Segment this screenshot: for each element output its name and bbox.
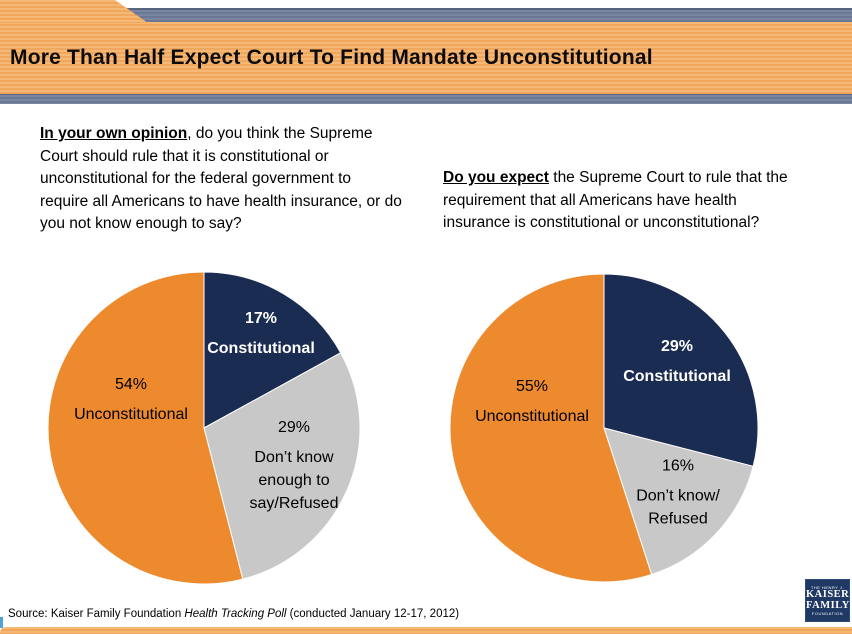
question-left-rest: , do you think the Supreme Court should …: [40, 125, 402, 232]
header-tab: [0, 0, 148, 23]
pie-slice-constitutional: [603, 273, 759, 467]
question-right-lead: Do you expect: [443, 169, 549, 186]
page-title: More Than Half Expect Court To Find Mand…: [10, 46, 653, 69]
question-right: Do you expect the Supreme Court to rule …: [443, 167, 797, 235]
kaiser-family-foundation-logo: THE HENRY J. KAISER FAMILY FOUNDATION: [805, 579, 850, 622]
logo-line-kaiser: KAISER: [806, 589, 850, 600]
source-prefix: Source: Kaiser Family Foundation: [8, 608, 185, 620]
pie-slice-don-t-know-: [603, 427, 754, 576]
pie-slice-unconstitutional: [449, 273, 653, 583]
header-bottom-bar: [0, 94, 852, 104]
pie-chart-right: [449, 273, 759, 583]
footer-orange-bar: [0, 627, 852, 634]
footer-accent-mark: [0, 617, 3, 628]
pie-slice-don-t-know: [203, 352, 361, 580]
question-right-rest: the Supreme Court to rule that the requi…: [443, 169, 788, 231]
logo-line-bottom: FOUNDATION: [811, 611, 844, 616]
logo-line-family: FAMILY: [806, 599, 850, 611]
source-line: Source: Kaiser Family Foundation Health …: [8, 608, 459, 620]
header-band: [0, 22, 852, 94]
source-suffix: (conducted January 12-17, 2012): [286, 608, 460, 620]
header-top-bar: [0, 8, 852, 24]
pie-slice-unconstitutional: [47, 271, 244, 585]
question-left: In your own opinion, do you think the Su…: [40, 123, 402, 236]
source-poll-name: Health Tracking Poll: [184, 608, 287, 620]
question-left-lead: In your own opinion: [40, 125, 188, 142]
pie-slice-constitutional: [203, 271, 342, 429]
logo-line-top: THE HENRY J.: [810, 585, 845, 590]
pie-chart-left: [47, 271, 361, 585]
